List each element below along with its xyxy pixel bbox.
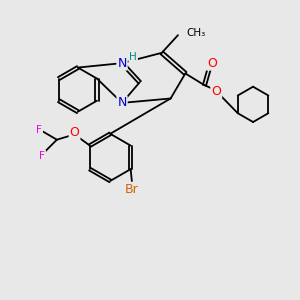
Text: F: F	[39, 151, 45, 160]
Text: CH₃: CH₃	[186, 28, 206, 38]
Text: H: H	[129, 52, 137, 62]
Text: N: N	[117, 96, 127, 110]
Text: N: N	[117, 57, 127, 70]
Text: F: F	[36, 125, 42, 135]
Text: O: O	[211, 85, 221, 98]
Text: Br: Br	[125, 183, 139, 196]
Text: O: O	[207, 57, 217, 70]
Text: O: O	[70, 126, 80, 140]
